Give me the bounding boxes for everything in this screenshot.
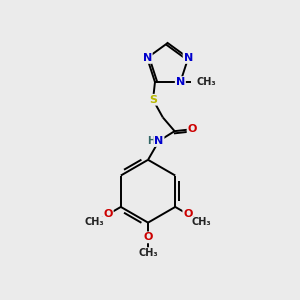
Text: O: O <box>143 232 153 242</box>
Text: CH₃: CH₃ <box>196 77 216 87</box>
Text: O: O <box>103 209 113 219</box>
Text: CH₃: CH₃ <box>85 217 104 227</box>
Text: N: N <box>184 53 193 63</box>
Text: N: N <box>176 77 185 87</box>
Text: O: O <box>188 124 197 134</box>
Text: H: H <box>147 136 155 146</box>
Text: N: N <box>142 53 152 63</box>
Text: CH₃: CH₃ <box>192 217 212 227</box>
Text: N: N <box>154 136 164 146</box>
Text: CH₃: CH₃ <box>138 248 158 258</box>
Text: S: S <box>149 95 157 105</box>
Text: O: O <box>183 209 193 219</box>
